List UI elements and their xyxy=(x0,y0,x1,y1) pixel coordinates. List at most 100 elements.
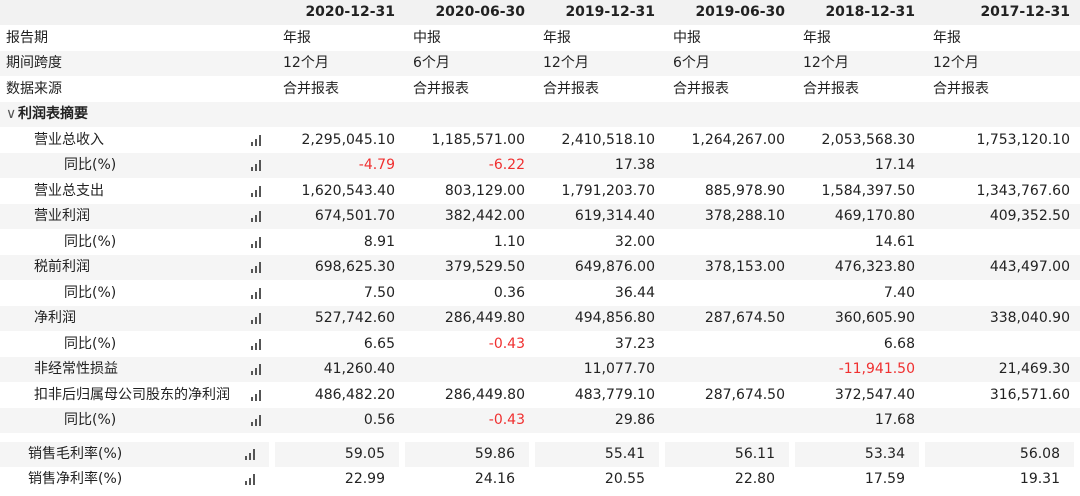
data-cell xyxy=(925,153,1080,178)
bar-chart-icon[interactable] xyxy=(251,160,263,171)
bar-chart-icon[interactable] xyxy=(245,449,257,460)
bar-chart-icon-bar xyxy=(259,237,261,248)
row-label: 销售净利率(%) xyxy=(0,467,275,492)
column-header-period[interactable]: 2020-06-30 xyxy=(405,0,535,25)
bar-chart-icon[interactable] xyxy=(251,211,263,222)
bar-chart-icon-bar xyxy=(255,241,257,248)
data-cell: 17.38 xyxy=(535,153,665,178)
meta-row: 数据来源 合并报表 合并报表 合并报表 合并报表 合并报表 合并报表 xyxy=(0,77,1080,102)
bar-chart-icon[interactable] xyxy=(251,415,263,426)
data-cell: -0.43 xyxy=(488,336,525,352)
row-label-text: 净利润 xyxy=(34,310,76,326)
bar-chart-icon-bar xyxy=(255,343,257,350)
bar-chart-icon-bar xyxy=(253,449,255,460)
data-cell xyxy=(665,408,795,433)
bar-chart-icon-bar xyxy=(255,394,257,401)
row-label-text: 期间跨度 xyxy=(6,55,62,71)
data-cell: 287,674.50 xyxy=(704,387,785,403)
meta-cell: 12个月 xyxy=(275,51,405,76)
meta-cell: 合并报表 xyxy=(673,81,729,97)
data-cell xyxy=(665,332,795,357)
section-header-row[interactable]: ∨ 利润表摘要 xyxy=(0,102,1080,127)
data-cell: 20.55 xyxy=(535,467,665,492)
bar-chart-icon[interactable] xyxy=(251,339,263,350)
data-cell: 2,410,518.10 xyxy=(561,132,655,148)
table-row: 营业利润 674,501.70 382,442.00 619,314.40 378,28… xyxy=(0,204,1080,229)
table-row: 非经常性损益 41,260.40 11,077.70 -11,941.50 21,469… xyxy=(0,357,1080,382)
bar-chart-icon-bar xyxy=(255,317,257,324)
meta-cell: 合并报表 xyxy=(803,81,859,97)
row-label: 报告期 xyxy=(0,26,275,51)
meta-row: 报告期 年报 中报 年报 中报 年报 年报 xyxy=(0,26,1080,51)
bar-chart-icon-bar xyxy=(251,244,253,248)
row-label-text: 同比(%) xyxy=(64,285,117,301)
data-cell: 36.44 xyxy=(614,285,655,301)
meta-cell: 合并报表 xyxy=(933,81,989,97)
chevron-down-icon[interactable]: ∨ xyxy=(6,106,17,122)
row-label: 同比(%) xyxy=(0,153,275,178)
meta-cell: 中报 xyxy=(673,30,701,46)
row-label: 数据来源 xyxy=(0,77,275,102)
data-cell: 7.40 xyxy=(883,285,915,301)
meta-cell: 12个月 xyxy=(925,51,1080,76)
data-cell: 1,791,203.70 xyxy=(561,183,655,199)
empty-cell xyxy=(925,102,1080,127)
section-header[interactable]: ∨ 利润表摘要 xyxy=(0,102,275,127)
ratio-row: 销售净利率(%) 22.99 24.16 20.55 22.80 17.59 19.31 xyxy=(0,467,1080,492)
data-cell: 287,674.50 xyxy=(665,306,795,331)
data-cell: -0.43 xyxy=(405,408,535,433)
bar-chart-icon-bar xyxy=(251,193,253,197)
row-label-text: 非经常性损益 xyxy=(34,361,118,377)
column-header-period[interactable]: 2018-12-31 xyxy=(795,0,925,25)
bar-chart-icon-bar xyxy=(259,288,261,299)
ratio-row: 销售毛利率(%) 59.05 59.86 55.41 56.11 53.34 56.08 xyxy=(0,442,1080,467)
bar-chart-icon[interactable] xyxy=(251,364,263,375)
bar-chart-icon-bar xyxy=(259,135,261,146)
bar-chart-icon-bar xyxy=(255,266,257,273)
data-cell: 6.68 xyxy=(883,336,915,352)
column-header-period[interactable]: 2020-12-31 xyxy=(275,0,405,25)
table-row: 同比(%) 6.65 -0.43 37.23 6.68 xyxy=(0,332,1080,357)
row-label: 营业利润 xyxy=(0,204,275,229)
row-label: 净利润 xyxy=(0,306,275,331)
meta-cell: 6个月 xyxy=(665,51,795,76)
row-label-text: 销售净利率(%) xyxy=(28,471,123,487)
bar-chart-icon[interactable] xyxy=(251,237,263,248)
data-cell: 21,469.30 xyxy=(925,357,1080,382)
row-label: 营业总支出 xyxy=(0,179,275,204)
bar-chart-icon-bar xyxy=(259,415,261,426)
data-cell: 1,343,767.60 xyxy=(976,183,1070,199)
row-label: 营业总收入 xyxy=(0,128,275,153)
bar-chart-icon[interactable] xyxy=(251,262,263,273)
data-cell: 56.08 xyxy=(925,442,1080,467)
row-label: 同比(%) xyxy=(0,332,275,357)
column-header-period[interactable]: 2019-12-31 xyxy=(535,0,665,25)
bar-chart-icon[interactable] xyxy=(251,186,263,197)
data-cell xyxy=(925,332,1080,357)
data-cell: 17.59 xyxy=(795,467,925,492)
bar-chart-icon-bar xyxy=(255,419,257,426)
section-title: 利润表摘要 xyxy=(18,106,88,122)
data-cell xyxy=(925,408,1080,433)
data-cell: 527,742.60 xyxy=(275,306,405,331)
data-cell: 0.36 xyxy=(493,285,525,301)
bar-chart-icon[interactable] xyxy=(251,390,263,401)
row-label-text: 同比(%) xyxy=(64,336,117,352)
bar-chart-icon[interactable] xyxy=(251,135,263,146)
bar-chart-icon[interactable] xyxy=(251,313,263,324)
data-cell: 32.00 xyxy=(614,234,655,250)
data-cell: 409,352.50 xyxy=(925,204,1080,229)
bar-chart-icon-bar xyxy=(251,295,253,299)
bar-chart-icon-bar xyxy=(251,218,253,222)
column-header-period[interactable]: 2017-12-31 xyxy=(925,0,1080,25)
column-header-period[interactable]: 2019-06-30 xyxy=(665,0,795,25)
header-row: 2020-12-31 2020-06-30 2019-12-31 2019-06-30… xyxy=(0,0,1080,25)
bar-chart-icon-bar xyxy=(259,160,261,171)
bar-chart-icon[interactable] xyxy=(251,288,263,299)
bar-chart-icon-bar xyxy=(259,339,261,350)
data-cell: 1.10 xyxy=(493,234,525,250)
data-cell: 286,449.80 xyxy=(405,306,535,331)
data-cell: 41,260.40 xyxy=(275,357,405,382)
meta-cell: 合并报表 xyxy=(413,81,469,97)
bar-chart-icon[interactable] xyxy=(245,474,257,485)
